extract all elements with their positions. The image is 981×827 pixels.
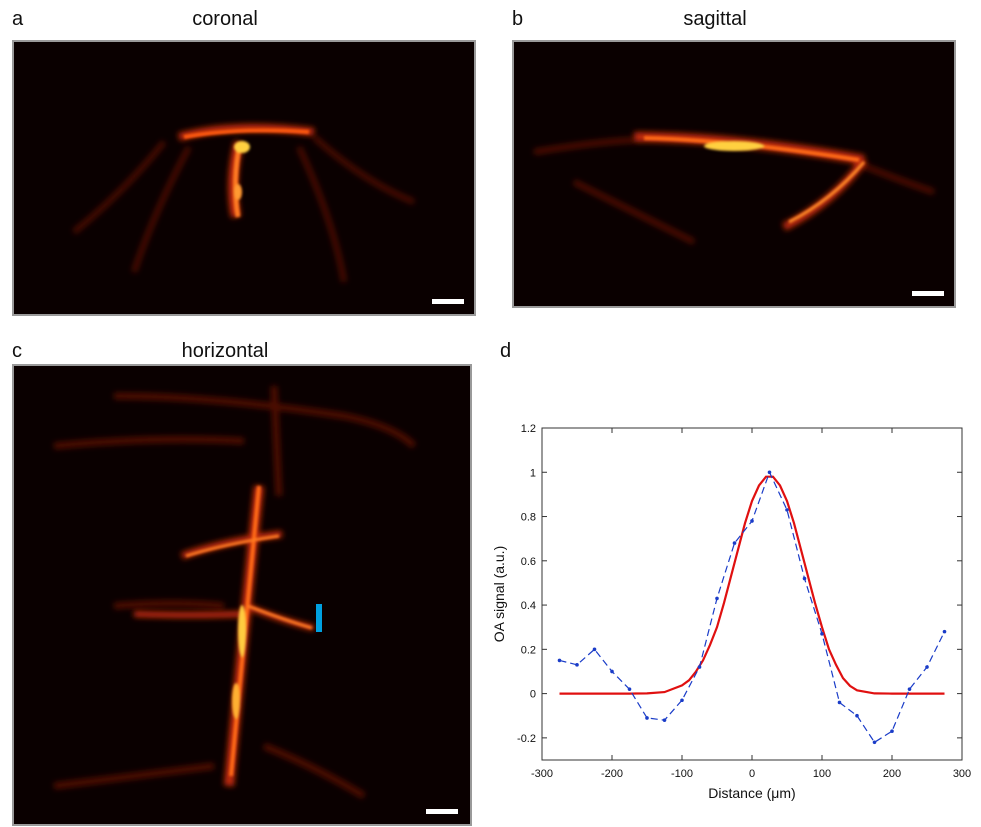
panel-b-letter: b — [512, 8, 524, 30]
measured-point — [557, 658, 562, 663]
measured-series-line — [559, 470, 946, 744]
panel-a-letter: a — [12, 8, 24, 30]
panel-c-letter: c — [12, 340, 22, 362]
measured-point — [855, 713, 859, 718]
y-axis-ticks: -0.2 0 0.2 0.4 0.6 0.8 1 1.2 — [517, 423, 962, 745]
panel-a-title: coronal — [192, 8, 258, 30]
measured-point — [662, 718, 667, 722]
plot-area-frame — [541, 427, 963, 761]
measured-point — [592, 647, 597, 652]
measured-point — [627, 687, 632, 691]
measured-point — [907, 687, 912, 691]
x-axis-label: Distance (μm) — [708, 785, 795, 801]
y-tick-label: 0 — [530, 689, 536, 701]
y-tick-label: 1 — [530, 467, 536, 479]
x-tick-label: -300 — [531, 768, 553, 780]
measured-point — [942, 629, 947, 634]
measured-point — [820, 632, 824, 636]
measured-point — [925, 665, 929, 669]
horizontal-image — [12, 364, 472, 826]
horizontal-scale-bar — [426, 809, 458, 814]
panel-b-title: sagittal — [683, 8, 747, 30]
measured-point — [610, 669, 614, 674]
fit-series-line — [559, 475, 945, 695]
measured-point — [767, 470, 772, 475]
measured-point — [890, 729, 894, 734]
panel-d-letter: d — [500, 340, 512, 362]
y-tick-label: 0.6 — [521, 556, 536, 568]
x-tick-label: 200 — [883, 768, 901, 780]
x-axis-ticks: -300 -200 -100 0 100 200 300 — [531, 428, 971, 780]
y-tick-label: 0.8 — [521, 512, 536, 524]
coronal-image — [12, 40, 476, 316]
y-tick-label: 1.2 — [521, 423, 536, 435]
measured-point — [680, 698, 684, 703]
x-tick-label: -200 — [601, 768, 623, 780]
measured-point — [785, 508, 789, 512]
measured-point — [715, 596, 719, 601]
y-tick-label: 0.4 — [521, 600, 536, 612]
measured-point — [697, 665, 702, 669]
profile-line-marker — [316, 604, 322, 632]
x-tick-label: 100 — [813, 768, 831, 780]
x-tick-label: 0 — [749, 768, 755, 780]
coronal-scale-bar — [432, 299, 464, 304]
y-tick-label: 0.2 — [521, 644, 536, 656]
series-layer — [557, 470, 947, 745]
measured-point — [872, 740, 877, 745]
measured-point — [645, 716, 649, 720]
measured-point — [802, 576, 807, 581]
x-tick-label: 300 — [953, 768, 971, 780]
measured-point — [750, 519, 754, 523]
measured-point — [575, 663, 579, 667]
sagittal-image — [512, 40, 956, 308]
measured-point — [732, 541, 737, 545]
panel-c-title: horizontal — [181, 340, 269, 362]
y-axis-label: OA signal (a.u.) — [491, 546, 507, 643]
measured-point — [837, 700, 842, 705]
oa-signal-profile-chart: -0.2 0 0.2 0.4 0.6 0.8 1 1.2 -300 -200 -100 0 100 20… — [491, 423, 971, 801]
y-tick-label: -0.2 — [517, 733, 536, 745]
x-tick-label: -100 — [671, 768, 693, 780]
sagittal-scale-bar — [912, 291, 944, 296]
